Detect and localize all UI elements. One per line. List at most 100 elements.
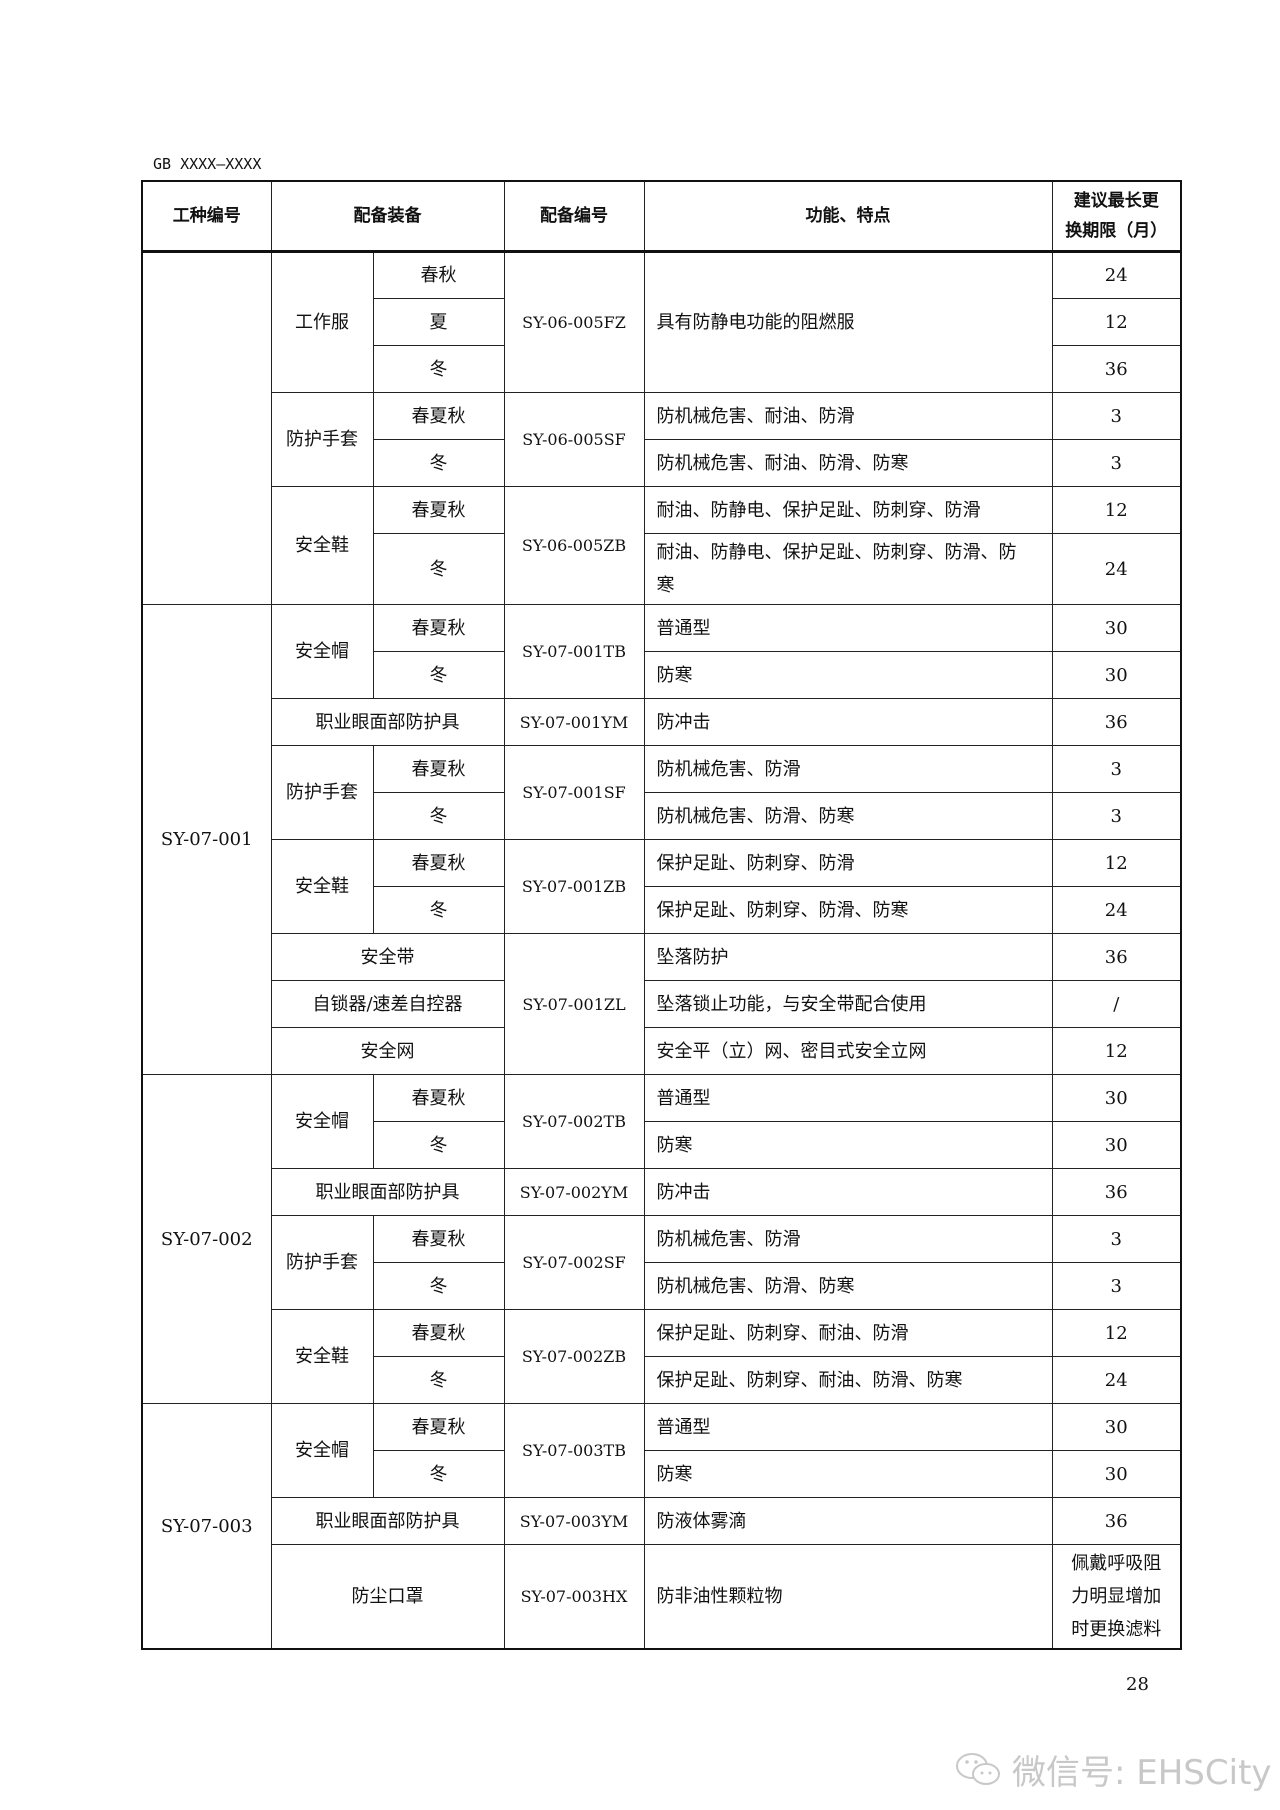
equipment-cell-text: 安全带 <box>360 946 415 968</box>
equipment-cell: 安全鞋 <box>270 839 374 934</box>
equipment-cell: 安全帽 <box>270 1403 374 1498</box>
equipment-table: 工种编号 配备装备 配备编号 功能、特点 建议最长更 换期限（月） 工作服 春秋 S… <box>141 180 1182 1650</box>
equipment-code-cell-text: SY-06-005FZ <box>522 313 626 332</box>
equipment-code-cell-text: SY-07-003HX <box>520 1587 628 1606</box>
watermark-text: 微信号: EHSCity <box>1012 1753 1272 1793</box>
function-cell-text: 保护足趾、防刺穿、耐油、防滑、防寒 <box>656 1369 963 1391</box>
equipment-cell: 防护手套 <box>270 1215 374 1310</box>
function-cell: 保护足趾、防刺穿、耐油、防滑 <box>643 1309 1053 1357</box>
equipment-cell-text: 防护手套 <box>286 1252 358 1273</box>
table-row: 冬 防机械危害、耐油、防滑、防寒 3 <box>142 439 1182 487</box>
document-header: GB XXXX—XXXX <box>153 155 262 173</box>
period-cell: 24 <box>1051 251 1182 299</box>
function-cell-text: 防机械危害、耐油、防滑 <box>656 405 855 427</box>
equipment-cell: 安全带 <box>270 933 505 981</box>
season-cell-text: 春夏秋 <box>411 1416 466 1438</box>
equipment-cell-text: 自锁器/速差自控器 <box>312 993 463 1015</box>
season-cell: 冬 <box>372 1450 505 1498</box>
equipment-code-cell-text: SY-07-002SF <box>522 1253 626 1272</box>
table-row: 安全网 安全平（立）网、密目式安全立网 12 <box>142 1027 1182 1075</box>
period-cell: 24 <box>1051 886 1182 934</box>
function-cell-text: 防机械危害、防滑、防寒 <box>656 1275 855 1297</box>
table-row: 防护手套 春夏秋 SY-06-005SF 防机械危害、耐油、防滑 3 <box>142 392 1182 487</box>
function-cell: 耐油、防静电、保护足趾、防刺穿、防滑 <box>643 486 1053 534</box>
period-cell-text: 佩戴呼吸阻力明显增加时更换滤料 <box>1071 1553 1162 1640</box>
season-cell-text: 春夏秋 <box>411 758 466 780</box>
period-cell-text: 30 <box>1104 1416 1128 1438</box>
season-cell-text: 春夏秋 <box>411 405 466 427</box>
table-row: 职业眼面部防护具 SY-07-003YM 防液体雾滴 36 <box>142 1497 1182 1545</box>
period-cell: 36 <box>1051 698 1182 746</box>
equipment-code-cell: SY-07-001ZL <box>503 933 645 1075</box>
equipment-code-cell: SY-06-005FZ <box>503 251 645 393</box>
season-cell: 冬 <box>372 886 505 934</box>
function-cell: 防寒 <box>643 1450 1053 1498</box>
season-cell-text: 冬 <box>429 664 448 686</box>
period-cell-text: 30 <box>1104 1134 1128 1156</box>
season-cell: 春夏秋 <box>372 392 505 440</box>
season-cell: 冬 <box>372 1356 505 1404</box>
function-cell-text: 防寒 <box>656 1134 693 1156</box>
period-cell-text: 12 <box>1104 311 1128 333</box>
equipment-cell-text: 安全鞋 <box>295 1346 349 1367</box>
period-cell-text: 24 <box>1104 1369 1128 1391</box>
season-cell: 冬 <box>372 1262 505 1310</box>
equipment-cell-text: 防护手套 <box>286 429 358 450</box>
season-cell: 春夏秋 <box>372 604 505 652</box>
season-cell-text: 冬 <box>429 805 448 827</box>
period-cell-text: 30 <box>1104 664 1128 686</box>
period-cell: 3 <box>1051 392 1182 440</box>
table-row: 冬 耐油、防静电、保护足趾、防刺穿、防滑、防寒 24 <box>142 533 1182 605</box>
season-cell-text: 春夏秋 <box>411 1228 466 1250</box>
function-cell-text: 坠落锁止功能，与安全带配合使用 <box>656 993 927 1015</box>
period-cell: 12 <box>1051 1309 1182 1357</box>
equipment-code-cell: SY-07-003TB <box>503 1403 645 1498</box>
period-cell-text: 36 <box>1104 711 1128 733</box>
equipment-cell-text: 工作服 <box>295 312 349 333</box>
function-cell: 保护足趾、防刺穿、耐油、防滑、防寒 <box>643 1356 1053 1404</box>
season-cell: 春夏秋 <box>372 839 505 887</box>
season-cell-text: 冬 <box>429 358 448 380</box>
equipment-cell: 职业眼面部防护具 <box>270 1497 505 1545</box>
equipment-cell-text: 职业眼面部防护具 <box>315 1181 460 1203</box>
season-cell-text: 冬 <box>429 1275 448 1297</box>
equipment-cell-text: 职业眼面部防护具 <box>315 1510 460 1532</box>
period-cell: 佩戴呼吸阻力明显增加时更换滤料 <box>1051 1544 1182 1650</box>
table-row: 安全鞋 春夏秋 SY-06-005ZB 耐油、防静电、保护足趾、防刺穿、防滑 12 <box>142 486 1182 605</box>
equipment-code-cell-text: SY-07-002ZB <box>521 1347 627 1366</box>
period-cell-text: 12 <box>1104 852 1128 874</box>
equipment-code-cell: SY-07-002TB <box>503 1074 645 1169</box>
function-cell: 普通型 <box>643 1074 1053 1122</box>
equipment-cell: 防护手套 <box>270 745 374 840</box>
table-row: 冬 保护足趾、防刺穿、防滑、防寒 24 <box>142 886 1182 934</box>
period-cell: 12 <box>1051 298 1182 346</box>
function-cell-text: 防机械危害、防滑 <box>656 758 801 780</box>
table-row: 冬 防寒 30 <box>142 1121 1182 1169</box>
function-cell: 耐油、防静电、保护足趾、防刺穿、防滑、防寒 <box>643 533 1053 605</box>
equipment-cell-text: 防护手套 <box>286 782 358 803</box>
period-cell: 24 <box>1051 533 1182 605</box>
period-cell: 3 <box>1051 745 1182 793</box>
season-cell: 冬 <box>372 533 505 605</box>
function-cell-text: 防寒 <box>656 1463 693 1485</box>
function-cell: 防机械危害、耐油、防滑 <box>643 392 1053 440</box>
table-row: 冬 防寒 30 <box>142 651 1182 699</box>
wechat-icon <box>956 1752 1000 1785</box>
equipment-code-cell: SY-07-001SF <box>503 745 645 840</box>
equipment-code-cell: SY-07-001TB <box>503 604 645 699</box>
season-cell-text: 冬 <box>429 1369 448 1391</box>
equipment-cell: 职业眼面部防护具 <box>270 1168 505 1216</box>
season-cell-text: 春夏秋 <box>411 852 466 874</box>
header-job: 工种编号 <box>141 180 272 253</box>
period-cell-text: 12 <box>1104 1040 1128 1062</box>
equipment-code-cell-text: SY-07-003YM <box>519 1511 629 1531</box>
period-cell: 12 <box>1051 486 1182 534</box>
function-cell: 保护足趾、防刺穿、防滑 <box>643 839 1053 887</box>
table-row: 冬 防寒 30 <box>142 1450 1182 1498</box>
season-cell-text: 春夏秋 <box>411 1087 466 1109</box>
equipment-cell-text: 安全网 <box>360 1040 415 1062</box>
equipment-cell-text: 防尘口罩 <box>351 1586 424 1607</box>
season-cell: 春夏秋 <box>372 745 505 793</box>
equipment-code-cell-text: SY-07-001ZL <box>522 994 626 1014</box>
period-cell: 30 <box>1051 604 1182 652</box>
